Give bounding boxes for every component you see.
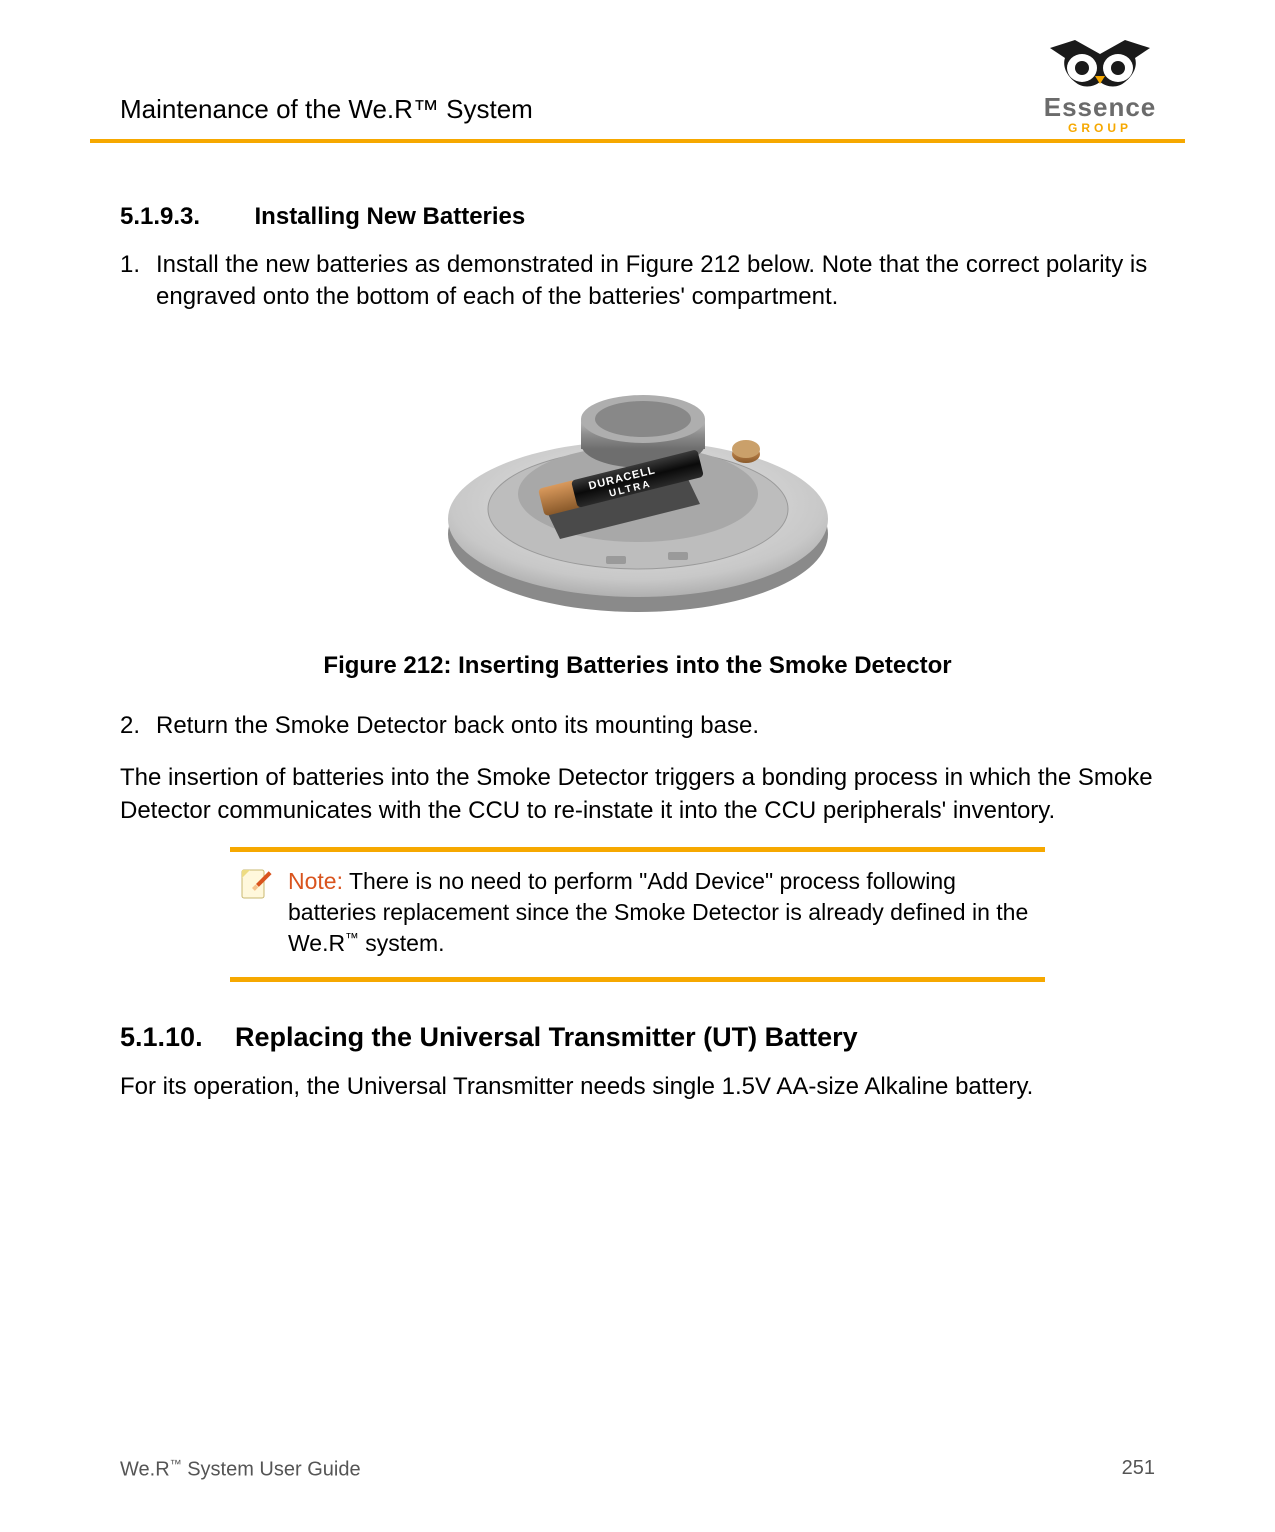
section-title: Installing New Batteries xyxy=(255,203,526,231)
note-text-part2: system. xyxy=(359,930,445,956)
section-title: Replacing the Universal Transmitter (UT)… xyxy=(235,1022,858,1053)
page-number: 251 xyxy=(1122,1457,1155,1482)
header-title: Maintenance of the We.R™ System xyxy=(90,94,533,135)
paragraph-ut-battery: For its operation, the Universal Transmi… xyxy=(120,1071,1155,1103)
page-header: Maintenance of the We.R™ System Essence … xyxy=(90,40,1185,135)
figure-212: DURACELL ULTRA Figure 212: Inserting Bat… xyxy=(120,334,1155,680)
logo-subtext: GROUP xyxy=(1068,121,1132,135)
note-label: Note: xyxy=(288,868,349,894)
ordered-item-2: 2. Return the Smoke Detector back onto i… xyxy=(120,710,1155,742)
item-number: 1. xyxy=(120,249,156,314)
paragraph-bonding: The insertion of batteries into the Smok… xyxy=(120,762,1155,827)
note-bottom-rule xyxy=(230,977,1045,982)
footer-tm: ™ xyxy=(170,1457,182,1471)
page-footer: We.R™ System User Guide 251 xyxy=(120,1457,1155,1482)
brand-logo: Essence GROUP xyxy=(1015,40,1185,135)
footer-product: We.R xyxy=(120,1459,170,1481)
section-number: 5.1.9.3. xyxy=(120,203,200,231)
note-icon xyxy=(238,866,274,902)
note-tm: ™ xyxy=(345,930,359,945)
note-text: Note: There is no need to perform "Add D… xyxy=(288,866,1037,959)
section-number: 5.1.10. xyxy=(120,1022,203,1053)
section-heading-5-1-9-3: 5.1.9.3. Installing New Batteries xyxy=(120,203,1155,231)
page: Maintenance of the We.R™ System Essence … xyxy=(0,0,1275,1532)
section-heading-5-1-10: 5.1.10. Replacing the Universal Transmit… xyxy=(120,1022,1155,1103)
logo-text: Essence xyxy=(1044,92,1157,123)
footer-left: We.R™ System User Guide xyxy=(120,1457,361,1482)
owl-icon xyxy=(1040,40,1160,90)
footer-doc-title: System User Guide xyxy=(182,1459,361,1481)
item-text: Install the new batteries as demonstrate… xyxy=(156,249,1155,314)
ordered-item-1: 1. Install the new batteries as demonstr… xyxy=(120,249,1155,314)
note-block: Note: There is no need to perform "Add D… xyxy=(230,847,1045,982)
smoke-detector-illustration: DURACELL ULTRA xyxy=(428,334,848,634)
figure-caption: Figure 212: Inserting Batteries into the… xyxy=(323,652,951,680)
item-text: Return the Smoke Detector back onto its … xyxy=(156,710,1155,742)
page-content: 5.1.9.3. Installing New Batteries 1. Ins… xyxy=(90,143,1185,1103)
note-body: Note: There is no need to perform "Add D… xyxy=(230,852,1045,977)
item-number: 2. xyxy=(120,710,156,742)
